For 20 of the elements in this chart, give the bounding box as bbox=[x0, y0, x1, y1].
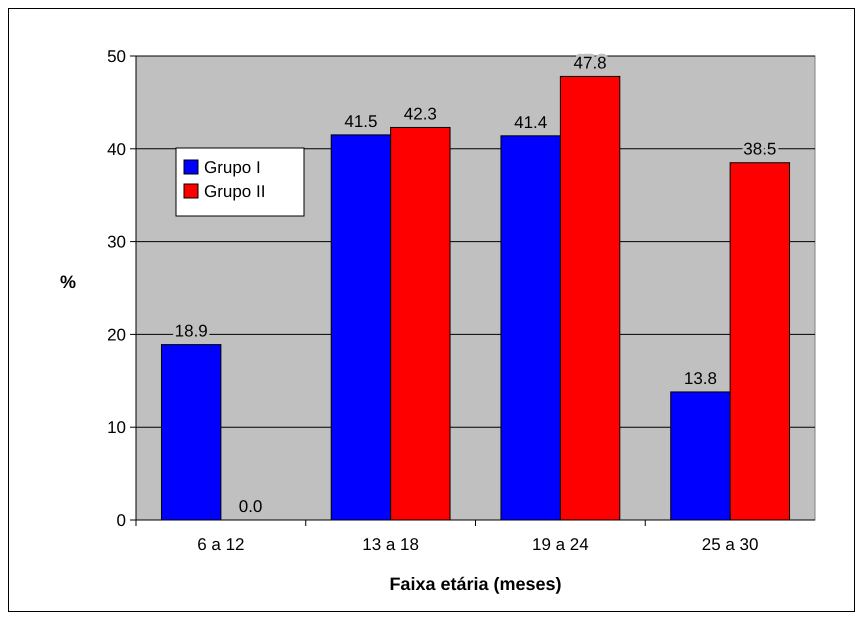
legend-label: Grupo II bbox=[204, 182, 266, 201]
y-tick-label: 20 bbox=[107, 325, 126, 344]
data-label: 13.8 bbox=[684, 368, 717, 388]
y-tick-label: 50 bbox=[107, 47, 126, 66]
y-tick-label: 40 bbox=[107, 140, 126, 159]
y-tick-label: 0 bbox=[116, 511, 126, 530]
data-label: 41.4 bbox=[514, 112, 548, 132]
data-label: 42.3 bbox=[404, 104, 437, 124]
y-tick-label: 30 bbox=[107, 232, 126, 252]
x-tick-label: 13 a 18 bbox=[362, 535, 419, 554]
x-tick-label: 19 a 24 bbox=[532, 535, 589, 554]
y-axis-title: % bbox=[60, 272, 76, 292]
data-label: 47.8 bbox=[574, 53, 607, 72]
y-tick-label: 10 bbox=[107, 418, 126, 438]
x-tick-label: 25 a 30 bbox=[702, 535, 758, 554]
data-label: 0.0 bbox=[238, 497, 262, 516]
legend-label: Grupo I bbox=[204, 158, 261, 177]
data-label: 41.5 bbox=[344, 112, 378, 131]
x-axis-title: Faixa etária (meses) bbox=[389, 574, 562, 594]
x-tick-label: 6 a 12 bbox=[197, 535, 245, 554]
